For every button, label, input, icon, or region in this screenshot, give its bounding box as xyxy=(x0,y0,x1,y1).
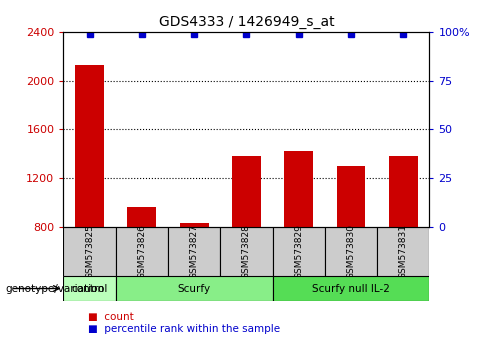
Title: GDS4333 / 1426949_s_at: GDS4333 / 1426949_s_at xyxy=(159,16,334,29)
Bar xyxy=(63,276,116,301)
Bar xyxy=(168,227,220,276)
Bar xyxy=(127,207,156,227)
Text: genotype/variation: genotype/variation xyxy=(5,284,104,293)
Text: GSM573827: GSM573827 xyxy=(190,224,199,279)
Bar xyxy=(273,227,325,276)
Bar xyxy=(325,227,377,276)
Text: GSM573829: GSM573829 xyxy=(294,224,303,279)
Bar xyxy=(220,227,273,276)
Bar xyxy=(63,227,116,276)
Bar xyxy=(285,151,313,227)
Bar xyxy=(232,156,261,227)
Text: ■  percentile rank within the sample: ■ percentile rank within the sample xyxy=(88,324,280,334)
Text: GSM573825: GSM573825 xyxy=(85,224,94,279)
Text: GSM573828: GSM573828 xyxy=(242,224,251,279)
Text: GSM573830: GSM573830 xyxy=(346,224,356,279)
Text: ■  count: ■ count xyxy=(88,312,134,322)
Bar xyxy=(116,276,273,301)
Bar xyxy=(377,227,429,276)
Text: control: control xyxy=(71,284,108,293)
Text: GSM573826: GSM573826 xyxy=(137,224,146,279)
Bar xyxy=(75,65,104,227)
Bar xyxy=(116,227,168,276)
Bar xyxy=(180,223,208,227)
Bar xyxy=(337,166,366,227)
Text: Scurfy: Scurfy xyxy=(178,284,211,293)
Bar xyxy=(389,156,418,227)
Bar xyxy=(273,276,429,301)
Text: Scurfy null IL-2: Scurfy null IL-2 xyxy=(312,284,390,293)
Text: GSM573831: GSM573831 xyxy=(399,224,408,279)
